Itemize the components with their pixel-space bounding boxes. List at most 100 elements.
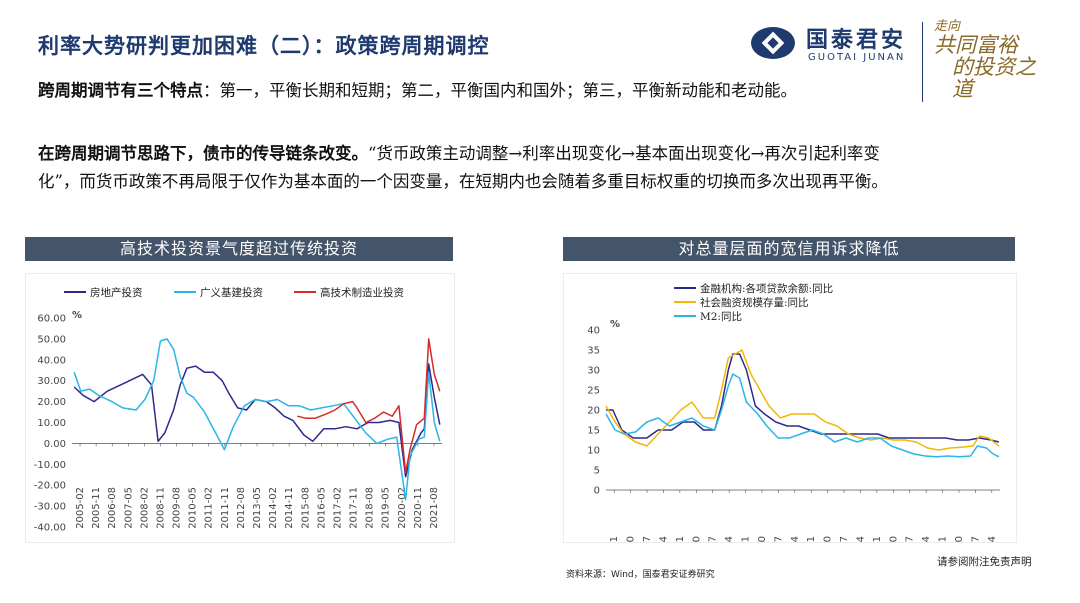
chart-1-x-tick-label: 2013-05 [252, 487, 263, 529]
chart-2-x-tick-label: 2012-04 [790, 536, 801, 542]
chart-2-x-tick-label: 2015-04 [855, 536, 866, 542]
paragraph-1: 跨周期调节有三个特点：第一，平衡长期和短期；第二，平衡国内和国外；第三，平衡新动… [38, 77, 918, 105]
chart-2-y-tick-label: 40 [587, 326, 600, 337]
chart-1-y-tick-label: 40.00 [37, 355, 66, 366]
paragraph-2: 在跨周期调节思路下，债市的传导链条改变。“货币政策主动调整→利率出现变化→基本面… [38, 140, 918, 196]
chart-2-x-tick-label: 2019-10 [954, 536, 965, 542]
chart-2-y-tick-label: 20 [587, 406, 600, 417]
slogan-line-3: 的投资之道 [952, 54, 1036, 101]
source-note: 资料来源：Wind，国泰君安证券研究 [566, 570, 715, 580]
chart-1-title: 高技术投资景气度超过传统投资 [25, 237, 453, 261]
chart-1-x-tick-label: 2012-08 [236, 487, 247, 529]
chart-1-unit-label: % [72, 310, 82, 321]
chart-2-x-tick-label: 2007-01 [675, 536, 686, 542]
chart-1-y-tick-label: 20.00 [37, 397, 66, 408]
chart-2-unit-label: % [610, 319, 620, 330]
slogan-line-1: 走向 [934, 19, 961, 34]
chart-2-x-tick-label: 2019-01 [938, 536, 949, 542]
chart-2-y-tick-label: 15 [587, 426, 600, 437]
paragraph-2-heading: 在跨周期调节思路下，债市的传导链条改变。 [38, 144, 368, 163]
chart-2-y-tick-label: 35 [587, 346, 600, 357]
guotai-junan-logo-icon [751, 27, 795, 59]
chart-1-y-tick-label: 30.00 [37, 376, 66, 387]
chart-2-legend-label-2: 社会融资规模存量:同比 [700, 296, 809, 309]
logo-english-name: GUOTAI JUNAN [808, 52, 906, 63]
chart-2-title: 对总量层面的宽信用诉求降低 [563, 237, 1015, 261]
chart-1-y-tick-label: -40.00 [34, 523, 66, 534]
chart-2-x-tick-label: 2008-07 [708, 536, 719, 542]
chart-2-x-tick-label: 2021-04 [987, 536, 998, 542]
chart-2-x-tick-label: 2016-01 [872, 536, 883, 542]
chart-2-svg: 40 35 30 25 20 15 10 5 0% 2004-01 2004-10 2005-07 20… [587, 282, 1000, 578]
chart-2-x-tick-label: 2020-07 [970, 536, 981, 542]
chart-1-x-tick-label: 2010-05 [188, 487, 199, 529]
chart-1-x-tick-label: 2006-08 [107, 487, 118, 529]
paragraph-2-body: “货币政策主动调整→利率出现变化→基本面出现变化→再次引起利率变化”，而货币政策… [38, 144, 888, 191]
paragraph-1-heading: 跨周期调节有三个特点 [38, 81, 203, 100]
chart-2-x-tick-label: 2010-01 [741, 536, 752, 542]
chart-2-x-tick-label: 2006-04 [658, 536, 669, 542]
chart-1-x-tick-label: 2017-11 [349, 487, 360, 529]
chart-1-y-tick-label: 0.00 [44, 439, 66, 450]
chart-1-x-tick-label: 2008-02 [139, 487, 150, 529]
chart-2-y-tick-label: 30 [587, 366, 600, 377]
chart-1-y-tick-label: 60.00 [37, 314, 66, 325]
chart-1-x-tick-label: 2016-05 [316, 487, 327, 529]
chart-1-legend-label-1: 房地产投资 [90, 286, 143, 299]
chart-1-x-tick-label: 2017-02 [332, 487, 343, 529]
chart-1-x-tick-label: 2014-11 [284, 487, 295, 529]
chart-1-y-tick-label: 10.00 [37, 418, 66, 429]
chart-1-y-tick-label: -10.00 [34, 460, 66, 471]
chart-2-legend-label-1: 金融机构:各项贷款余额:同比 [700, 282, 833, 295]
chart-1-svg: 60.00 50.00 40.00 30.00 20.00 10.00 0.00 -10.00… [34, 286, 442, 534]
company-logo: 国泰君安 GUOTAI JUNAN 走向 共同富裕 的投资之道 [750, 20, 1050, 102]
chart-2-container: 40 35 30 25 20 15 10 5 0% 2004-01 2004-10 2005-07 20… [563, 273, 1017, 578]
chart-2-series-line-2 [605, 349, 1000, 451]
chart-1-legend-label-3: 高技术制造业投资 [320, 286, 404, 299]
chart-1-y-tick-label: 50.00 [37, 334, 66, 345]
chart-2-y-tick-label: 10 [587, 446, 600, 457]
chart-2-series-line-3 [605, 373, 1000, 458]
chart-1-legend-label-2: 广义基建投资 [200, 286, 263, 299]
chart-2-x-tick-label: 2005-07 [642, 536, 653, 542]
chart-1-series-line-1 [73, 363, 441, 478]
chart-1-x-tick-label: 2005-02 [75, 487, 86, 529]
chart-1-x-tick-label: 2005-11 [91, 487, 102, 529]
logo-divider [922, 22, 923, 102]
slogan-line-2: 共同富裕 [934, 32, 1018, 57]
chart-2-x-tick-label: 2014-07 [839, 536, 850, 542]
chart-2-y-tick-label: 0 [594, 486, 600, 497]
chart-1-x-tick-label: 2019-05 [381, 487, 392, 529]
paragraph-1-body: ：第一，平衡长期和短期；第二，平衡国内和国外；第三，平衡新动能和老动能。 [203, 81, 797, 100]
chart-1-x-tick-label: 2015-08 [300, 487, 311, 529]
chart-1-container: 60.00 50.00 40.00 30.00 20.00 10.00 0.00 -10.00… [25, 273, 455, 543]
chart-2-x-tick-label: 2013-10 [823, 536, 834, 542]
chart-1-x-tick-label: 2009-08 [172, 487, 183, 529]
chart-2-y-tick-label: 5 [594, 466, 600, 477]
page-title: 利率大势研判更加困难（二）：政策跨周期调控 [38, 34, 490, 58]
chart-1-x-tick-label: 2008-11 [155, 487, 166, 529]
chart-2-series-line-1 [606, 353, 1000, 443]
chart-2-x-tick-label: 2004-10 [626, 536, 637, 542]
disclaimer-note: 请参阅附注免责声明 [937, 556, 1032, 568]
chart-2-y-tick-label: 25 [587, 386, 600, 397]
chart-2-x-tick-label: 2009-04 [724, 536, 735, 542]
chart-2-x-tick-label: 2016-10 [888, 536, 899, 542]
chart-2-x-tick-label: 2004-01 [609, 536, 620, 542]
slogan: 走向 共同富裕 的投资之道 [934, 20, 1054, 100]
chart-1-x-tick-label: 2020-02 [397, 487, 408, 529]
chart-2-x-tick-label: 2017-07 [905, 536, 916, 542]
chart-2-x-tick-label: 2010-10 [757, 536, 768, 542]
chart-1-x-tick-label: 2021-08 [429, 487, 440, 529]
chart-1-x-tick-label: 2011-11 [220, 487, 231, 529]
chart-1-series-line-3 [297, 338, 441, 474]
logo-chinese-name: 国泰君安 [806, 28, 907, 53]
chart-2-x-tick-label: 2007-10 [691, 536, 702, 542]
chart-1-x-tick-label: 2014-02 [268, 487, 279, 529]
chart-1-x-tick-label: 2011-02 [204, 487, 215, 529]
chart-1-x-tick-label: 2018-08 [365, 487, 376, 529]
chart-1-x-tick-label: 2020-11 [413, 487, 424, 529]
chart-2-x-tick-label: 2013-01 [806, 536, 817, 542]
chart-2-legend-label-3: M2:同比 [700, 310, 742, 323]
chart-1-y-tick-label: -20.00 [34, 481, 66, 492]
